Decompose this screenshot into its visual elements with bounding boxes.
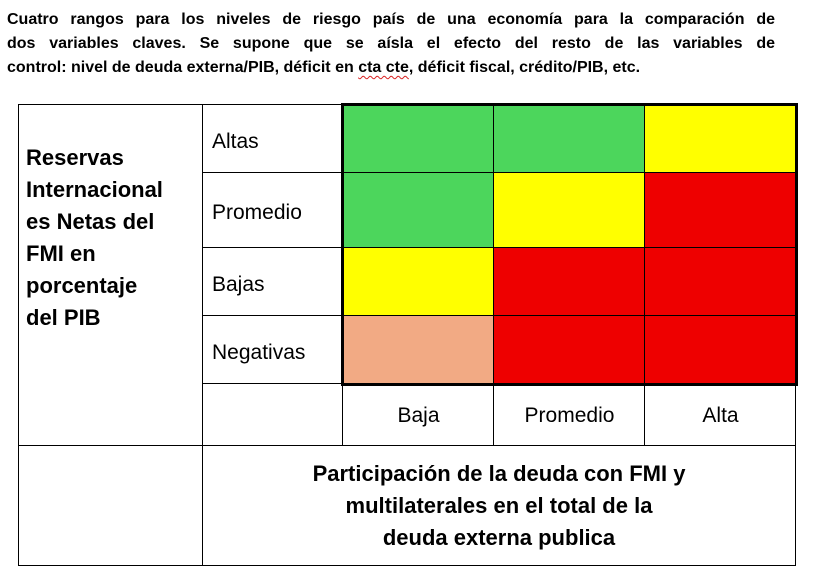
intro-line-2: dos variables claves. Se supone que se a… bbox=[7, 35, 775, 52]
row-axis-title-line: Reservas bbox=[26, 145, 124, 170]
intro-line-1: Cuatro rangos para los niveles de riesgo… bbox=[7, 11, 775, 28]
risk-cell bbox=[493, 315, 645, 384]
empty-corner-cell bbox=[18, 445, 203, 566]
col-label-promedio: Promedio bbox=[524, 404, 615, 427]
row-axis-title-line: es Netas del bbox=[26, 209, 155, 234]
intro-paragraph: Cuatro rangos para los niveles de riesgo… bbox=[7, 8, 775, 80]
intro-line-3-start: control: nivel de deuda externa/PIB, déf… bbox=[7, 59, 359, 76]
empty-label-cell bbox=[202, 383, 343, 446]
risk-cell bbox=[493, 247, 645, 316]
intro-line-3-end: , déficit fiscal, crédito/PIB, etc. bbox=[408, 59, 641, 76]
row-axis-title-line: Internacional bbox=[26, 177, 163, 202]
row-label-negativas: Negativas bbox=[212, 341, 306, 364]
risk-grid-border bbox=[341, 103, 798, 386]
spellcheck-marked-text: cta cte bbox=[358, 59, 409, 76]
risk-cell bbox=[493, 104, 645, 173]
intro-line-3: control: nivel de deuda externa/PIB, déf… bbox=[7, 56, 775, 80]
col-label-baja: Baja bbox=[397, 404, 440, 427]
row-axis-title-line: porcentaje bbox=[26, 273, 138, 298]
row-axis-title-line: del PIB bbox=[26, 305, 101, 330]
risk-cell bbox=[342, 172, 494, 248]
col-axis-title: Participación de la deuda con FMI y mult… bbox=[203, 458, 795, 554]
risk-cell bbox=[493, 172, 645, 248]
col-axis-title-line: multilaterales en el total de la bbox=[345, 493, 653, 518]
col-axis-title-line: deuda externa publica bbox=[382, 525, 616, 550]
col-label-alta: Alta bbox=[702, 404, 739, 427]
row-label-promedio: Promedio bbox=[212, 201, 302, 224]
col-axis-title-line: Participación de la deuda con FMI y bbox=[312, 461, 686, 486]
row-label-altas: Altas bbox=[212, 130, 259, 153]
row-axis-title: Reservas Internacional es Netas del FMI … bbox=[26, 142, 198, 334]
risk-cell bbox=[644, 315, 796, 384]
row-axis-title-line: FMI en bbox=[26, 241, 96, 266]
risk-cell bbox=[644, 247, 796, 316]
row-label-bajas: Bajas bbox=[212, 273, 265, 296]
